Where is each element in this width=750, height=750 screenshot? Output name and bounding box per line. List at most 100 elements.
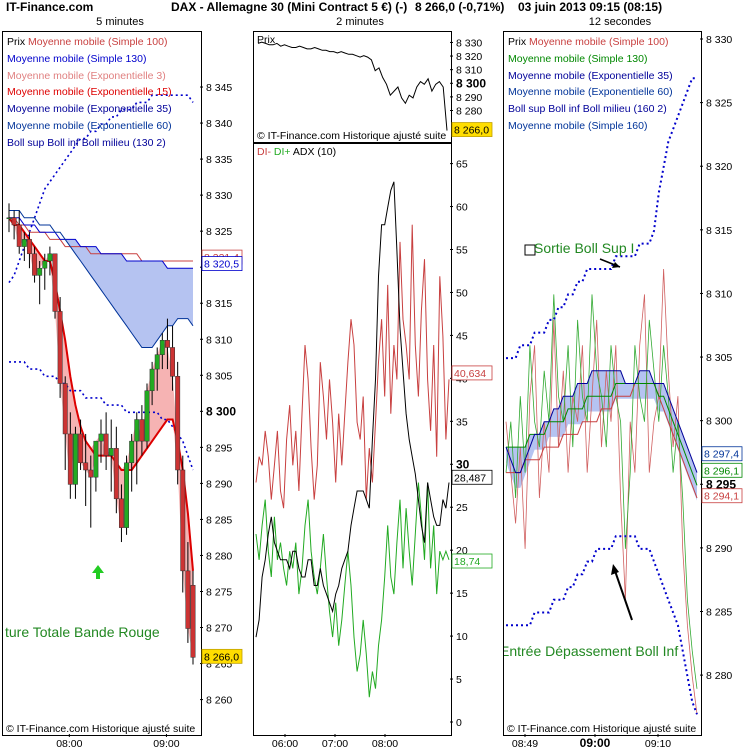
candle-body: [32, 253, 38, 276]
adx-y-axis: 6560555045403530252015105040,63428,48718…: [450, 159, 493, 729]
y-tick-label: 8 325: [706, 98, 732, 110]
candle-body: [134, 419, 140, 442]
y-tick-label: 8 280: [456, 106, 482, 118]
arrow-top-head-icon: [612, 262, 620, 268]
y-tick-label: 8 310: [206, 334, 232, 346]
left-chart-plot: [6, 94, 196, 665]
adx-badge-di-minus: 40,634: [454, 368, 486, 380]
y-tick-label: 8 330: [706, 34, 732, 46]
price-down-line: [505, 268, 698, 715]
candle-body: [103, 433, 109, 456]
adx-badge-di-plus: 18,74: [454, 556, 480, 568]
candle-body: [21, 239, 27, 247]
y-tick-label: 35: [456, 416, 468, 428]
legend-di-minus: DI-: [257, 146, 271, 158]
right-annotation-bottom: Entrée Dépassement Boll Inf: [503, 643, 679, 659]
legend-label: Moyenne mobile (Simple 130): [508, 52, 648, 65]
y-tick-label: 0: [456, 717, 462, 729]
candle-body: [78, 433, 84, 464]
candle-body: [190, 585, 196, 658]
x-tick-label: 06:00: [272, 738, 298, 750]
boll-upper-line: [8, 94, 194, 284]
legend-adx: ADX (10): [292, 146, 337, 158]
legend-label: Moyenne mobile (Exponentielle 15): [7, 86, 172, 99]
ema35-line: [505, 370, 698, 474]
y-tick-label: 8 325: [206, 226, 232, 238]
candle-body: [67, 433, 73, 485]
adx-badge-di-plus-box: [451, 553, 493, 569]
right-badge-sma100: 8 294,1: [704, 491, 739, 503]
candle-body: [57, 311, 63, 384]
y-tick-label: 60: [456, 202, 468, 214]
instrument-title: DAX - Allemagne 30 (Mini Contract 5 €) (…: [171, 0, 408, 14]
right-badge-sma130-box: [701, 462, 743, 478]
middle-source: © IT-Finance.com Historique ajusté suite: [257, 130, 447, 142]
legend-prefix: Prix: [508, 36, 529, 48]
candle-body: [144, 390, 150, 442]
y-tick-label: 8 290: [206, 478, 232, 490]
candle-body: [118, 498, 124, 528]
candle-body: [93, 440, 99, 478]
y-tick-label: 8 280: [706, 670, 732, 682]
candle-body: [113, 448, 119, 500]
series-line-0: [255, 224, 450, 509]
candle-body: [47, 253, 53, 262]
candle-body: [124, 462, 130, 528]
right-timeframe: 12 secondes: [588, 16, 652, 28]
candle-body: [149, 368, 155, 391]
left-legend: Prix Moyenne mobile (Simple 100) Moyenne …: [7, 34, 172, 152]
y-tick-label: 8 305: [706, 352, 732, 364]
candle-body: [16, 224, 22, 247]
y-tick-label: 8 285: [206, 514, 232, 526]
right-source: © IT-Finance.com Historique ajusté suite: [507, 723, 697, 735]
y-tick-label: 8 300: [456, 76, 486, 90]
legend-item: Moyenne mobile (Exponentielle 35): [508, 68, 673, 85]
y-tick-label: 8 300: [706, 416, 732, 428]
y-tick-label: 8 305: [206, 370, 232, 382]
buy-arrow-icon: [92, 565, 104, 579]
right-badge-ema35: 8 297,4: [704, 449, 739, 461]
legend-item: Moyenne mobile (Exponentielle 15): [7, 84, 172, 101]
candle-body: [11, 217, 17, 226]
boll-lower-line: [506, 535, 698, 715]
y-tick-label: 8 330: [456, 37, 482, 49]
legend-label: Moyenne mobile (Exponentielle 35): [508, 69, 673, 82]
legend-label: Moyenne mobile (Exponentielle 60): [508, 86, 673, 99]
right-y-axis: 8 330 8 325 8 320 8 315 8 310 8 305 8 300 8 295…: [700, 34, 743, 682]
legend-item: Boll sup Boll inf Boll milieu (130 2): [7, 135, 172, 152]
y-tick-label: 8 320: [456, 51, 482, 63]
y-tick-label: 8 275: [206, 586, 232, 598]
y-tick-label: 8 290: [706, 543, 732, 555]
left-annotation: ture Totale Bande Rouge: [5, 624, 160, 640]
legend-item: Moyenne mobile (Exponentielle 35): [7, 101, 172, 118]
x-tick-label: 08:49: [512, 738, 538, 750]
candle-body: [164, 340, 170, 348]
y-tick-label: 30: [456, 457, 470, 471]
y-tick-label: 55: [456, 245, 468, 257]
candle-body: [72, 433, 78, 485]
adx-badge-adx: 28,487: [454, 472, 486, 484]
right-badge-sma130: 8 296,1: [704, 465, 739, 477]
legend-label: Boll sup Boll inf Boll milieu (130 2): [7, 136, 166, 149]
site-title: IT-Finance.com: [6, 0, 94, 14]
y-tick-label: 8 315: [706, 225, 732, 237]
y-tick-label: 65: [456, 159, 468, 171]
legend-label: Moyenne mobile (Exponentielle 35): [7, 103, 172, 116]
y-tick-label: 10: [456, 631, 468, 643]
x-tick-label: 09:10: [645, 738, 671, 750]
legend-label: Moyenne mobile (Exponentielle 3): [7, 69, 166, 82]
middle-price-panel: Prix © IT-Finance.com Historique ajusté …: [253, 31, 452, 143]
series-line-2: [255, 181, 450, 638]
quote: 8 266,0 (-0,71%): [415, 0, 505, 14]
candle-body: [52, 253, 58, 312]
middle-x-axis: 06:00 07:00 08:00: [272, 734, 398, 750]
y-tick-label: 25: [456, 502, 468, 514]
right-chart-plot: [505, 77, 698, 715]
y-tick-label: 8 260: [206, 695, 232, 707]
arrow-bottom-head-icon: [611, 564, 619, 575]
left-badge-last: 8 266,0: [204, 651, 239, 663]
left-badge-sma130-box: [201, 256, 243, 271]
legend-item: Moyenne mobile (Exponentielle 60): [7, 118, 172, 135]
x-tick-label: 08:00: [56, 738, 82, 750]
y-tick-label: 5: [456, 674, 462, 686]
